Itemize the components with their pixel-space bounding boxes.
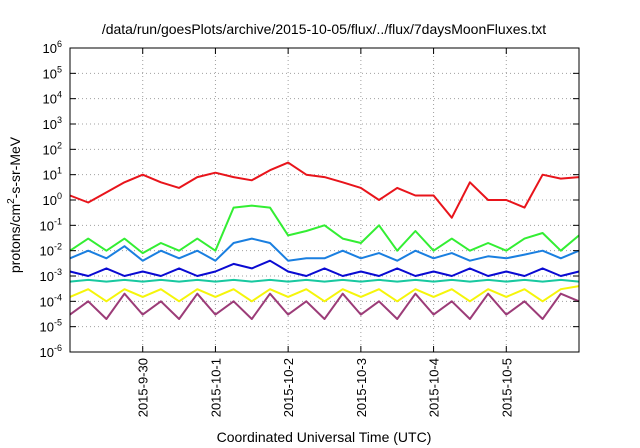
y-tick-exponent: 5 bbox=[57, 64, 62, 74]
y-tick-base: 10 bbox=[43, 193, 57, 208]
y-tick-exponent: 0 bbox=[57, 191, 62, 201]
y-tick-exponent: -2 bbox=[54, 242, 62, 252]
series-line-4 bbox=[69, 259, 580, 277]
y-tick-base: 10 bbox=[40, 218, 54, 233]
y-tick-base: 10 bbox=[43, 92, 57, 107]
x-tick-label: 2015-9-30 bbox=[136, 358, 151, 417]
y-tick-label: 10-2 bbox=[40, 242, 62, 259]
y-axis-label-sup: 2 bbox=[6, 198, 17, 204]
y-tick-base: 10 bbox=[43, 41, 57, 56]
y-tick-exponent: 2 bbox=[57, 140, 62, 150]
series-line-6 bbox=[69, 285, 580, 303]
x-tick-labels: 2015-9-30 2015-10-1 2015-10-2 2015-10-3 2015… bbox=[136, 358, 515, 417]
y-tick-exponent: -4 bbox=[54, 292, 62, 302]
y-tick-exponent: -6 bbox=[54, 343, 62, 353]
y-tick-label: 10-5 bbox=[40, 318, 62, 335]
y-tick-base: 10 bbox=[43, 66, 57, 81]
x-tick-label: 2015-10-1 bbox=[208, 358, 223, 417]
y-tick-label: 101 bbox=[43, 166, 62, 183]
chart-title: /data/run/goesPlots/archive/2015-10-05/f… bbox=[102, 21, 546, 37]
x-tick-label: 2015-10-3 bbox=[354, 358, 369, 417]
x-tick-label: 2015-10-4 bbox=[427, 358, 442, 417]
series-line-1 bbox=[69, 161, 580, 219]
y-tick-base: 10 bbox=[40, 269, 54, 284]
y-tick-exponent: 1 bbox=[57, 166, 62, 176]
grid bbox=[70, 48, 579, 352]
series-layer bbox=[69, 161, 580, 320]
series-line-3 bbox=[69, 237, 580, 262]
y-axis-label: protons/cm2-s-sr-MeV bbox=[6, 136, 23, 273]
y-tick-label: 103 bbox=[43, 115, 62, 132]
y-axis-label-rest: -s-sr-MeV bbox=[7, 136, 23, 198]
y-tick-base: 10 bbox=[40, 320, 54, 335]
y-tick-base: 10 bbox=[40, 294, 54, 309]
y-tick-labels: 10610510410310210110010-110-210-310-410-… bbox=[40, 39, 62, 360]
y-tick-base: 10 bbox=[43, 142, 57, 157]
y-tick-exponent: 4 bbox=[57, 90, 62, 100]
y-tick-label: 10-1 bbox=[40, 216, 62, 233]
series-line-2 bbox=[69, 204, 580, 255]
y-tick-exponent: 3 bbox=[57, 115, 62, 125]
y-tick-exponent: 6 bbox=[57, 39, 62, 49]
y-tick-exponent: -5 bbox=[54, 318, 62, 328]
ticks bbox=[70, 47, 579, 353]
y-tick-label: 104 bbox=[43, 90, 62, 107]
y-tick-exponent: -1 bbox=[54, 216, 62, 226]
x-tick-label: 2015-10-5 bbox=[499, 358, 514, 417]
y-tick-label: 102 bbox=[43, 140, 62, 157]
y-tick-label: 100 bbox=[43, 191, 62, 208]
y-tick-base: 10 bbox=[43, 168, 57, 183]
y-tick-label: 105 bbox=[43, 64, 62, 81]
y-tick-label: 106 bbox=[43, 39, 62, 56]
y-tick-base: 10 bbox=[40, 345, 54, 360]
y-tick-label: 10-4 bbox=[40, 292, 62, 309]
x-axis-label: Coordinated Universal Time (UTC) bbox=[217, 429, 432, 445]
y-tick-label: 10-3 bbox=[40, 267, 62, 284]
y-tick-label: 10-6 bbox=[40, 343, 62, 360]
series-line-5 bbox=[69, 278, 580, 283]
y-tick-base: 10 bbox=[43, 117, 57, 132]
y-axis-label-base: protons/cm bbox=[7, 204, 23, 273]
y-tick-base: 10 bbox=[40, 244, 54, 259]
x-tick-label: 2015-10-2 bbox=[281, 358, 296, 417]
series-line-7 bbox=[69, 292, 580, 320]
y-tick-exponent: -3 bbox=[54, 267, 62, 277]
